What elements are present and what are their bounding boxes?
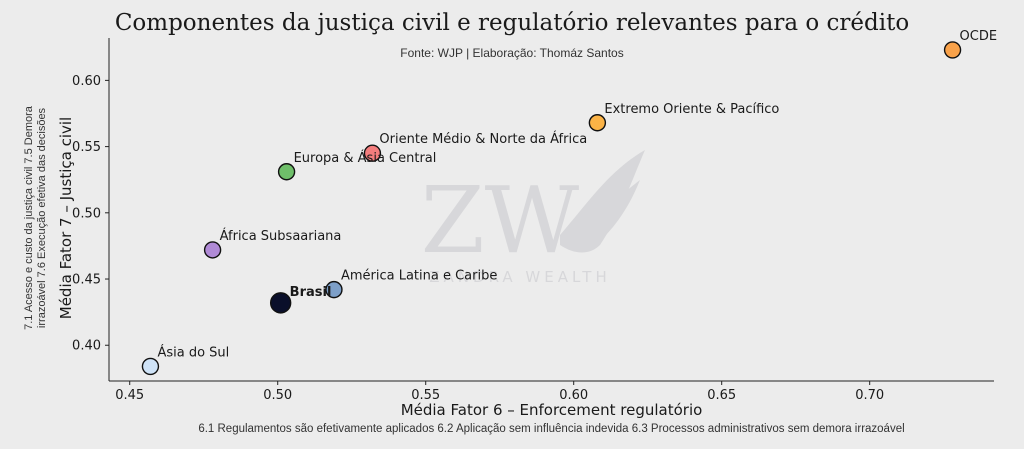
point-label: Brasil — [290, 285, 332, 300]
y-axis-detail: 7.1 Acesso e custo da justiça civil 7.5 … — [23, 106, 48, 330]
watermark-text: ZANDRA WEALTH — [429, 268, 610, 286]
point-label: Extremo Oriente & Pacífico — [604, 102, 779, 117]
data-point — [363, 144, 382, 162]
point-label: Europa & Ásia Central — [294, 150, 437, 166]
data-point — [141, 357, 160, 376]
y-tick-label: 0.40 — [72, 339, 101, 354]
point-label: América Latina e Caribe — [341, 269, 497, 284]
point-label: África Subsaariana — [220, 228, 342, 244]
x-tick-label: 0.70 — [855, 388, 884, 403]
data-point — [277, 163, 296, 181]
watermark-monogram: ZW — [421, 167, 580, 274]
watermark-logo: ZW ZANDRA WEALTH — [421, 150, 645, 286]
point-label: Oriente Médio & Norte da África — [379, 131, 587, 147]
y-tick-label: 0.45 — [72, 273, 101, 288]
data-point — [325, 280, 343, 299]
axes: 0.45 0.50 0.55 0.60 0.65 0.70 0.40 0.45 0.50 0.55… — [72, 38, 994, 403]
x-tick-label: 0.55 — [411, 388, 440, 403]
x-tick-label: 0.60 — [559, 388, 588, 403]
point-label: OCDE — [960, 29, 998, 44]
data-point — [203, 241, 222, 259]
y-tick-label: 0.60 — [72, 74, 101, 89]
data-point — [588, 114, 607, 132]
chart-subtitle: Fonte: WJP | Elaboração: Thomáz Santos — [400, 46, 624, 60]
x-tick-label: 0.45 — [115, 388, 144, 403]
data-point — [943, 41, 962, 59]
chart-title: Componentes da justiça civil e regulatór… — [114, 10, 910, 36]
y-tick-label: 0.50 — [72, 206, 101, 221]
watermark-wing-icon — [560, 150, 645, 253]
x-axis-detail: 6.1 Regulamentos são efetivamente aplica… — [198, 423, 905, 435]
y-axis-label: Média Fator 7 – Justiça civil — [57, 116, 75, 320]
x-tick-label: 0.65 — [707, 388, 736, 403]
x-axis-label: Média Fator 6 – Enforcement regulatório — [400, 401, 703, 419]
data-points: OCDE Extremo Oriente & Pacífico Oriente Mé… — [141, 29, 998, 376]
point-label: Ásia do Sul — [157, 344, 229, 360]
y-tick-label: 0.55 — [72, 140, 101, 155]
data-point — [269, 292, 292, 314]
x-tick-label: 0.50 — [263, 388, 292, 403]
